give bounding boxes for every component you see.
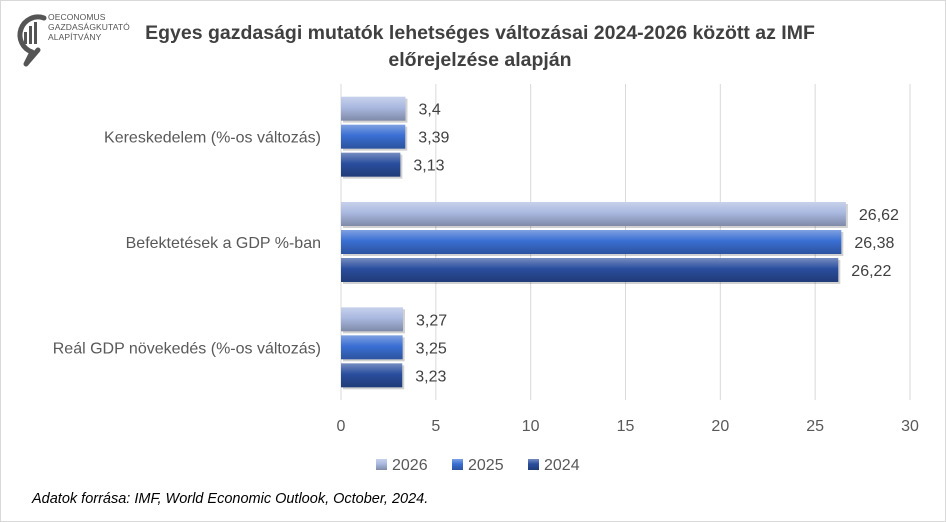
x-tick-label-5: 25 bbox=[806, 418, 824, 435]
bar-2026-1 bbox=[341, 202, 846, 226]
logo-mark-icon bbox=[17, 14, 47, 67]
bar-2026-2 bbox=[341, 307, 404, 332]
legend-label-2025: 2025 bbox=[468, 457, 504, 474]
data-label-2026-0: 3,4 bbox=[418, 102, 440, 119]
legend-label-2026: 2026 bbox=[392, 457, 428, 474]
legend-label-2024: 2024 bbox=[544, 457, 580, 474]
category-label-2: Reál GDP növekedés (%-os változás) bbox=[53, 340, 321, 357]
logo-text: OECONOMUS GAZDASÁGKUTATÓ ALAPÍTVÁNY bbox=[48, 12, 132, 42]
x-tick-label-2: 10 bbox=[522, 418, 540, 435]
x-tick-label-6: 30 bbox=[901, 418, 919, 435]
category-label-1: Befektetések a GDP %-ban bbox=[126, 235, 321, 252]
data-label-2024-0: 3,13 bbox=[413, 158, 444, 175]
legend-swatch-2025 bbox=[452, 459, 463, 470]
chart-title-line-2: előrejelzése alapján bbox=[388, 49, 572, 71]
logo-line-1: OECONOMUS bbox=[48, 12, 106, 22]
data-label-2026-1: 26,62 bbox=[859, 207, 899, 224]
logo-line-3: ALAPÍTVÁNY bbox=[48, 32, 102, 42]
bar-2025-0 bbox=[341, 124, 406, 149]
data-label-2026-2: 3,27 bbox=[416, 312, 447, 329]
bar-2025-2 bbox=[341, 335, 403, 360]
data-label-2024-1: 26,22 bbox=[851, 263, 891, 280]
data-label-2024-2: 3,23 bbox=[415, 368, 446, 385]
bar-2026-0 bbox=[341, 96, 406, 121]
bar-2025-1 bbox=[341, 230, 842, 254]
bar-2024-1 bbox=[341, 258, 839, 282]
source-note: Adatok forrása: IMF, World Economic Outl… bbox=[32, 491, 429, 507]
bar-2024-2 bbox=[341, 363, 403, 388]
x-tick-label-3: 15 bbox=[617, 418, 635, 435]
data-label-2025-2: 3,25 bbox=[416, 340, 447, 357]
data-label-2025-0: 3,39 bbox=[418, 130, 449, 147]
category-label-0: Kereskedelem (%-os változás) bbox=[104, 130, 321, 147]
data-label-2025-1: 26,38 bbox=[854, 235, 894, 252]
logo-line-2: GAZDASÁGKUTATÓ bbox=[48, 22, 130, 32]
chart-title-line-1: Egyes gazdasági mutatók lehetséges válto… bbox=[145, 22, 815, 44]
chart-title: Egyes gazdasági mutatók lehetséges válto… bbox=[130, 20, 830, 74]
legend-swatch-2026 bbox=[376, 459, 387, 470]
x-tick-label-1: 5 bbox=[431, 418, 440, 435]
bar-2024-0 bbox=[341, 152, 401, 177]
x-tick-label-0: 0 bbox=[337, 418, 346, 435]
x-tick-label-4: 20 bbox=[711, 418, 729, 435]
legend-swatch-2024 bbox=[528, 459, 539, 470]
oeconomus-logo: OECONOMUS GAZDASÁGKUTATÓ ALAPÍTVÁNY bbox=[12, 10, 132, 68]
